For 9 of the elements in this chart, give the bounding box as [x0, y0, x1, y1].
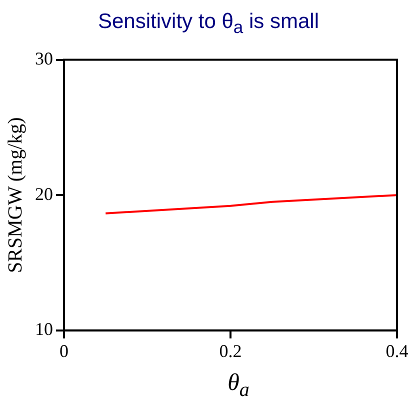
y-tick-label: 10: [35, 319, 53, 340]
y-tick-label: 20: [35, 184, 53, 204]
x-tick-label: 0.4: [386, 340, 408, 361]
chart-title: Sensitivity to θ$_{a}$ is small: [97, 10, 320, 40]
y-tick-label: 30: [35, 48, 53, 69]
x-axis-title: θ$_{a}$: [226, 370, 250, 402]
x-tick-label: 0.2: [219, 340, 242, 361]
x-tick-label: 0: [60, 340, 68, 361]
y-axis-title: SRSMGW (mg/kg): [4, 117, 26, 273]
